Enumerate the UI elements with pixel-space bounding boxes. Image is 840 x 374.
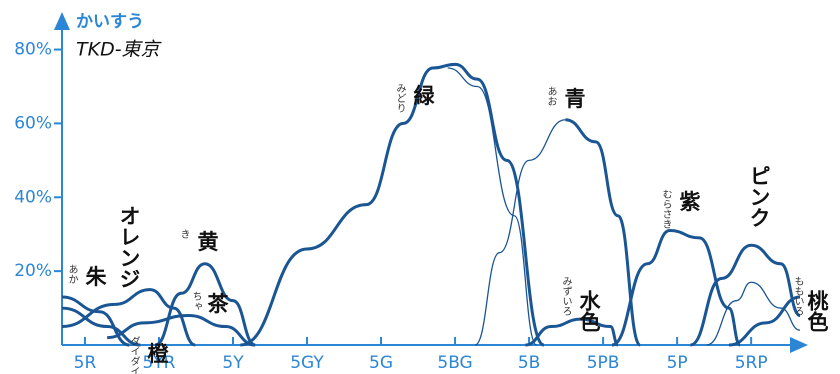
series-reading: ちゃ — [190, 291, 201, 311]
series-label: 水色 — [577, 290, 601, 332]
series-line — [689, 243, 801, 347]
series-reading: みずいろ — [560, 276, 572, 316]
series-line — [61, 306, 141, 347]
series-line — [447, 67, 538, 346]
series-reading: ダイダイ — [128, 336, 140, 374]
x-tick-label: 5G — [369, 353, 393, 373]
x-tick-label: 5P — [667, 353, 688, 373]
y-tick-label: 40% — [14, 187, 52, 207]
series-label: 茶 — [208, 292, 230, 316]
series-reading: むらさき — [660, 189, 671, 229]
series-label: 橙 — [148, 342, 170, 366]
x-tick-label: 5GY — [290, 353, 324, 373]
series-label: ピンク — [747, 165, 771, 228]
y-tick-label: 80% — [14, 40, 52, 60]
series-line — [525, 317, 619, 347]
series-reading: き — [178, 229, 189, 239]
x-tick-label: 5B — [518, 353, 540, 373]
series-label: 桃色 — [805, 289, 829, 332]
x-tick-label: 5R — [74, 353, 97, 373]
x-tick-label: 5PB — [587, 353, 620, 373]
series-label: 紫 — [680, 190, 701, 214]
series-line — [240, 62, 545, 347]
y-axis-label: かいすう — [76, 12, 144, 32]
x-tick-label: 5BG — [437, 353, 472, 373]
series-line — [706, 281, 801, 346]
chart-title: TKD-東京 — [76, 39, 163, 61]
x-tick-label: 5Y — [222, 353, 244, 373]
series-line — [728, 295, 801, 347]
y-tick-label: 60% — [14, 113, 52, 133]
series-reading: あお — [545, 86, 556, 106]
series-line — [61, 295, 130, 347]
series-line — [107, 313, 256, 347]
x-tick-label: 5YR — [142, 353, 175, 373]
series-line — [154, 262, 256, 347]
series-label: 青 — [565, 87, 586, 111]
x-tick-label: 5RP — [735, 353, 768, 373]
series-label: 黄 — [198, 230, 219, 254]
series-label: 緑 — [414, 84, 436, 108]
series-reading: ももいろ — [792, 276, 803, 316]
series-label: 朱 — [86, 265, 108, 289]
y-tick-label: 20% — [14, 261, 52, 281]
series-reading: あか — [66, 264, 78, 284]
series-line — [611, 229, 742, 347]
series-reading: みどり — [394, 83, 406, 113]
series-label: オレンジ — [117, 205, 141, 289]
series-line — [474, 119, 566, 346]
